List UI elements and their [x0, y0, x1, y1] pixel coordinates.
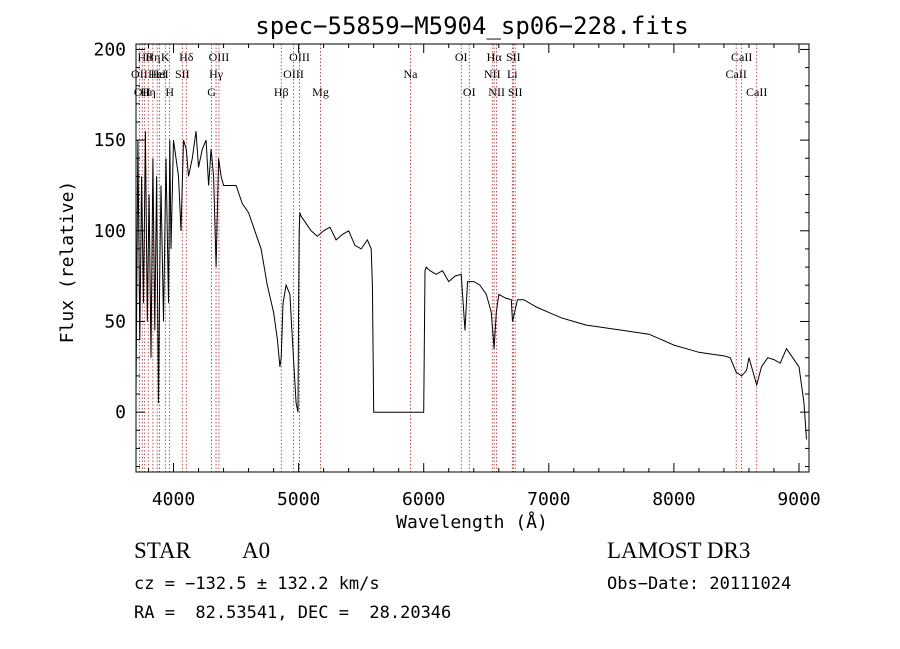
- line-label-4070: SII: [175, 67, 190, 81]
- line-label-6708: Li: [507, 67, 518, 81]
- line-label-3835: Hη: [145, 50, 160, 64]
- y-tick-label: 200: [93, 39, 126, 60]
- x-tick-label: 4000: [152, 489, 195, 510]
- line-label-4340: Hγ: [209, 67, 224, 81]
- line-label-4959: OIII: [283, 67, 304, 81]
- line-label-3889: HeI: [151, 67, 169, 81]
- line-label-3934: K: [161, 50, 170, 64]
- observation-date: Obs−Date: 20111024: [607, 574, 792, 594]
- y-tick-label: 50: [104, 311, 126, 332]
- x-axis-label: Wavelength (Å): [396, 511, 548, 533]
- line-label-6548: NII: [484, 67, 501, 81]
- line-label-3750: OII: [134, 85, 151, 99]
- line-labels: OIIOIIHθHηHηHeIHeIKHSIIHδGHγOIIIHβOIIIOI…: [131, 50, 767, 99]
- plot-frame: [135, 43, 810, 473]
- x-axis-ticks: 4000 5000 6000 7000 8000 9000: [148, 44, 821, 510]
- chart-title: spec−55859−M5904_sp06−228.fits: [255, 12, 688, 40]
- line-label-3727: OII: [131, 67, 148, 81]
- line-label-8498: CaII: [726, 67, 747, 81]
- y-tick-label: 150: [93, 130, 126, 151]
- line-label-3770: Hθ: [138, 50, 153, 64]
- line-label-6364: OI: [463, 85, 476, 99]
- line-label-4363: OIII: [209, 50, 230, 64]
- line-label-6300: OI: [455, 50, 468, 64]
- x-tick-label: 8000: [652, 489, 695, 510]
- y-axis-label: Flux (relative): [57, 181, 78, 344]
- line-markers: [138, 44, 758, 472]
- line-label-6716: SII: [506, 50, 521, 64]
- line-label-3969: H: [165, 85, 174, 99]
- line-label-5007: OIII: [289, 50, 310, 64]
- line-label-4861: Hβ: [274, 85, 289, 99]
- y-tick-label: 0: [115, 402, 126, 423]
- line-label-5175: Mg: [312, 85, 329, 99]
- object-class: STAR: [134, 538, 191, 563]
- x-tick-label: 5000: [277, 489, 320, 510]
- line-label-6563: Hα: [487, 50, 503, 64]
- line-label-8542: CaII: [731, 50, 752, 64]
- y-axis-ticks: 0 50 100 150 200: [93, 39, 809, 468]
- x-tick-label: 7000: [527, 489, 570, 510]
- object-subclass: A0: [242, 538, 271, 563]
- survey-name: LAMOST DR3: [607, 538, 751, 563]
- line-label-5894: Na: [403, 67, 418, 81]
- line-label-6583: NII: [488, 85, 505, 99]
- y-tick-label: 100: [93, 221, 126, 242]
- line-label-4102: Hδ: [179, 50, 194, 64]
- line-label-4304: G: [207, 85, 216, 99]
- line-label-3798: Hη: [141, 85, 156, 99]
- line-label-3869: HeI: [148, 67, 166, 81]
- line-label-6731: SII: [508, 85, 523, 99]
- redshift-cz: cz = −132.5 ± 132.2 km/s: [134, 574, 380, 594]
- line-label-8662: CaII: [746, 85, 767, 99]
- spectrum-line: [135, 131, 807, 440]
- x-tick-label: 6000: [402, 489, 445, 510]
- sky-coordinates: RA = 82.53541, DEC = 28.20346: [134, 603, 452, 623]
- x-tick-label: 9000: [777, 489, 820, 510]
